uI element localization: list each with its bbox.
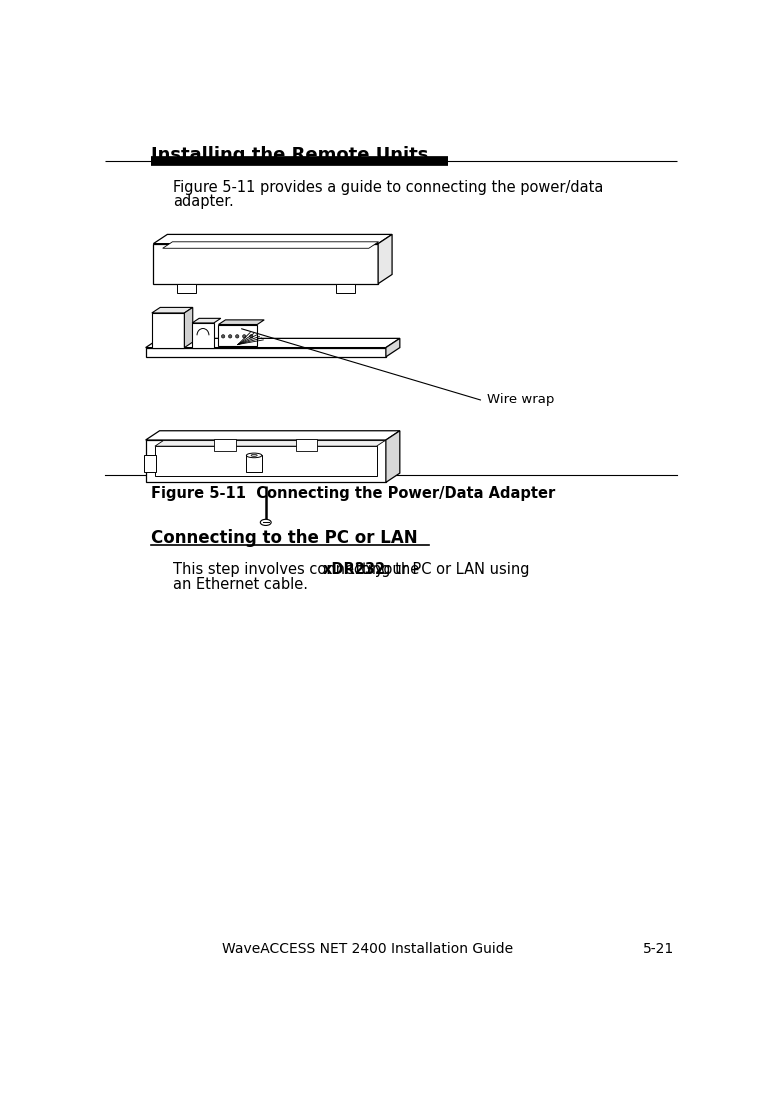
Polygon shape bbox=[378, 234, 392, 284]
Polygon shape bbox=[192, 323, 214, 348]
Polygon shape bbox=[155, 447, 376, 476]
Text: WaveACCESS NET 2400 Installation Guide: WaveACCESS NET 2400 Installation Guide bbox=[222, 942, 513, 956]
Circle shape bbox=[250, 334, 253, 338]
Circle shape bbox=[235, 334, 239, 338]
Polygon shape bbox=[184, 307, 193, 348]
Polygon shape bbox=[162, 242, 379, 249]
Text: This step involves connecting the: This step involves connecting the bbox=[173, 562, 424, 576]
Text: Figure 5-11 provides a guide to connecting the power/data: Figure 5-11 provides a guide to connecti… bbox=[173, 179, 604, 195]
Circle shape bbox=[229, 334, 232, 338]
Text: adapter.: adapter. bbox=[173, 194, 233, 209]
Circle shape bbox=[242, 334, 246, 338]
Text: Wire wrap: Wire wrap bbox=[487, 394, 554, 407]
Polygon shape bbox=[192, 318, 221, 323]
Ellipse shape bbox=[246, 453, 262, 458]
Polygon shape bbox=[144, 454, 156, 472]
Polygon shape bbox=[386, 431, 400, 482]
Polygon shape bbox=[146, 440, 386, 482]
Text: to your PC or LAN using: to your PC or LAN using bbox=[351, 562, 530, 576]
Text: Connecting to the PC or LAN: Connecting to the PC or LAN bbox=[151, 529, 418, 547]
Polygon shape bbox=[153, 234, 392, 244]
Polygon shape bbox=[214, 439, 235, 451]
Polygon shape bbox=[152, 307, 193, 314]
Polygon shape bbox=[335, 284, 355, 293]
Ellipse shape bbox=[261, 519, 271, 526]
Text: Figure 5-11  Connecting the Power/Data Adapter: Figure 5-11 Connecting the Power/Data Ad… bbox=[151, 486, 555, 502]
Polygon shape bbox=[177, 284, 196, 293]
Polygon shape bbox=[146, 339, 400, 348]
Polygon shape bbox=[152, 314, 184, 348]
Text: xDR232: xDR232 bbox=[323, 562, 386, 576]
Text: Installing the Remote Units: Installing the Remote Units bbox=[151, 146, 428, 164]
Polygon shape bbox=[219, 324, 258, 346]
Polygon shape bbox=[146, 348, 386, 356]
Polygon shape bbox=[296, 439, 318, 451]
Polygon shape bbox=[246, 455, 262, 472]
Text: an Ethernet cable.: an Ethernet cable. bbox=[173, 578, 308, 593]
Circle shape bbox=[222, 334, 225, 338]
Polygon shape bbox=[386, 339, 400, 356]
Polygon shape bbox=[153, 244, 378, 284]
Polygon shape bbox=[219, 320, 264, 324]
Polygon shape bbox=[146, 431, 400, 440]
Polygon shape bbox=[155, 441, 385, 447]
Ellipse shape bbox=[251, 454, 258, 456]
Text: 5-21: 5-21 bbox=[643, 942, 674, 956]
